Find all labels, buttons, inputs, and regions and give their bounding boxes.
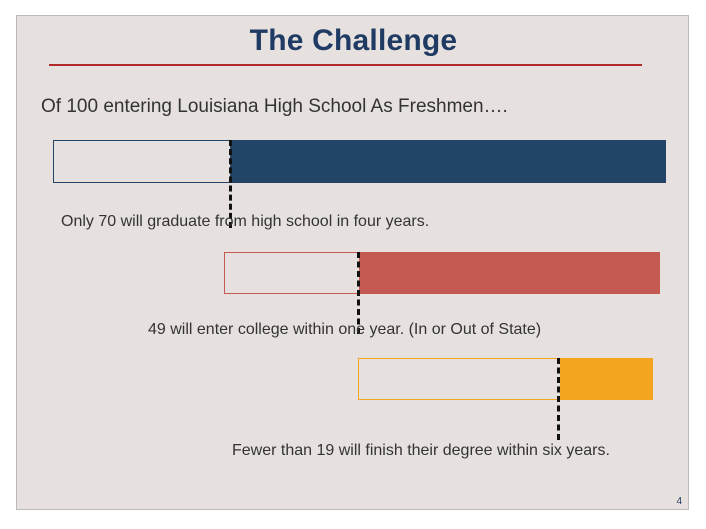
page-number: 4 xyxy=(676,496,682,507)
college-cut-line xyxy=(357,252,360,334)
graduation-cut-line xyxy=(229,140,232,228)
degree-cut-line xyxy=(557,358,560,440)
college-bar-fill xyxy=(359,252,660,294)
title-underline xyxy=(49,64,642,66)
degree-caption: Fewer than 19 will finish their degree w… xyxy=(232,442,610,459)
degree-bar-fill xyxy=(560,358,653,400)
graduation-bar-fill xyxy=(230,140,666,183)
college-caption: 49 will enter college within one year. (… xyxy=(148,321,542,338)
slide-title: The Challenge xyxy=(249,24,458,57)
intro-text: Of 100 entering Louisiana High School As… xyxy=(41,96,508,117)
graduation-caption: Only 70 will graduate from high school i… xyxy=(61,213,430,230)
slide: The Challenge Of 100 entering Louisiana … xyxy=(16,15,689,510)
